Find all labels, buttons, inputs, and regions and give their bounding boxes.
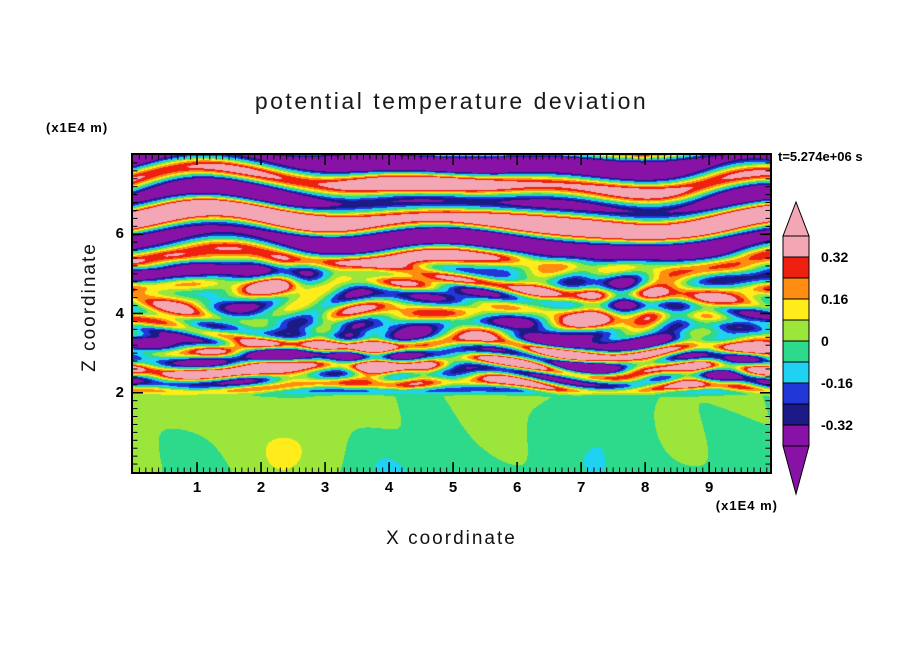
colorbar-segment [782,298,810,321]
x-tick-label: 2 [256,479,266,496]
colorbar-segment [782,403,810,426]
timestamp-label: t=5.274e+06 s [778,149,863,164]
colorbar-bottom-arrow [782,445,810,496]
x-tick-label: 9 [705,479,714,496]
colorbar-segment [782,319,810,342]
x-axis-label: X coordinate [386,528,517,549]
colorbar-segment [782,235,810,258]
colorbar-segment [782,424,810,447]
colorbar-segment [782,340,810,363]
colorbar-label: -0.16 [821,375,853,391]
z-axis-unit-label: (x1E4 m) [46,120,109,135]
x-tick-label: 7 [576,479,586,496]
x-tick-label: 3 [320,479,330,496]
x-axis-unit-label: (x1E4 m) [715,498,778,513]
colorbar-segment [782,382,810,405]
colorbar-label: 0.16 [821,291,848,307]
x-tick-label: 1 [192,479,202,496]
x-tick-label: 5 [448,479,458,496]
z-tick-label: 6 [115,225,124,243]
colorbar-segment [782,277,810,300]
chart-title: potential temperature deviation [254,88,649,114]
z-tick-label: 2 [115,383,124,401]
z-tick-label: 4 [115,304,124,322]
x-tick-label: 4 [384,479,394,496]
colorbar-segment [782,256,810,279]
heatmap-canvas [133,155,770,472]
colorbar-segment [782,361,810,384]
heatmap-plot [131,153,772,474]
x-tick-label: 6 [512,479,522,496]
colorbar-top-arrow [782,200,810,237]
colorbar: 0.32 0.16 0 -0.16 -0.32 [779,200,899,512]
colorbar-label: 0.32 [821,249,848,265]
colorbar-label: 0 [821,333,829,349]
x-tick-label: 8 [640,479,650,496]
colorbar-label: -0.32 [821,417,853,433]
colorbar-svg: 0.32 0.16 0 -0.16 -0.32 [782,200,853,496]
